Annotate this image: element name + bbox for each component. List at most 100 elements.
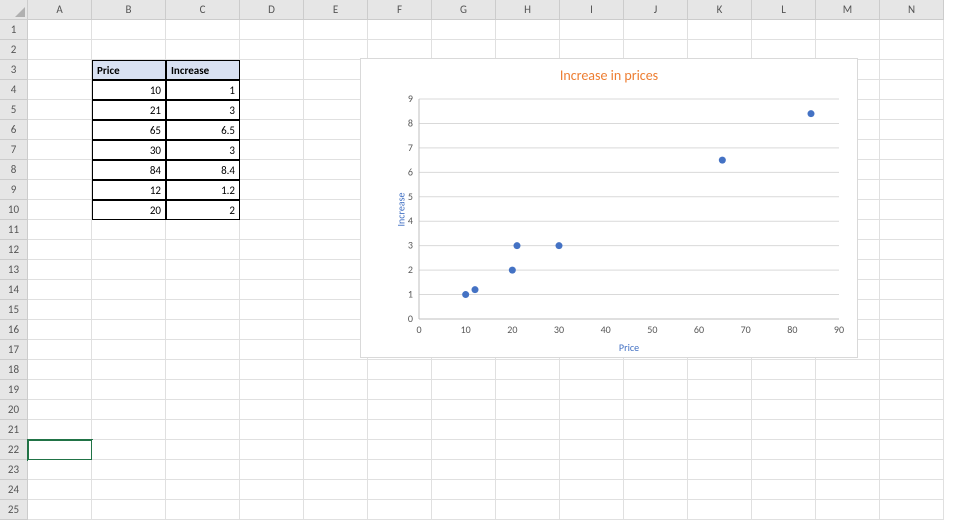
row-header-1[interactable]: 1 <box>0 20 28 40</box>
cell-B21[interactable] <box>92 420 166 440</box>
cell-F19[interactable] <box>368 380 432 400</box>
cell-H1[interactable] <box>496 20 560 40</box>
cell-C24[interactable] <box>166 480 240 500</box>
cell-I25[interactable] <box>560 500 624 520</box>
cell-B8[interactable]: 84 <box>92 160 166 180</box>
cell-N21[interactable] <box>880 420 944 440</box>
cell-N8[interactable] <box>880 160 944 180</box>
cell-H2[interactable] <box>496 40 560 60</box>
cell-A4[interactable] <box>28 80 92 100</box>
cell-K21[interactable] <box>688 420 752 440</box>
cell-E25[interactable] <box>304 500 368 520</box>
cell-I21[interactable] <box>560 420 624 440</box>
cell-K2[interactable] <box>688 40 752 60</box>
row-header-19[interactable]: 19 <box>0 380 28 400</box>
cell-N2[interactable] <box>880 40 944 60</box>
row-header-14[interactable]: 14 <box>0 280 28 300</box>
cell-F25[interactable] <box>368 500 432 520</box>
cell-A1[interactable] <box>28 20 92 40</box>
cell-E14[interactable] <box>304 280 368 300</box>
cell-A25[interactable] <box>28 500 92 520</box>
cell-D14[interactable] <box>240 280 304 300</box>
cell-N10[interactable] <box>880 200 944 220</box>
cell-E15[interactable] <box>304 300 368 320</box>
cell-E3[interactable] <box>304 60 368 80</box>
row-header-10[interactable]: 10 <box>0 200 28 220</box>
cell-B5[interactable]: 21 <box>92 100 166 120</box>
cell-J2[interactable] <box>624 40 688 60</box>
row-header-13[interactable]: 13 <box>0 260 28 280</box>
cell-B14[interactable] <box>92 280 166 300</box>
cell-H18[interactable] <box>496 360 560 380</box>
cell-C8[interactable]: 8.4 <box>166 160 240 180</box>
cell-B7[interactable]: 30 <box>92 140 166 160</box>
row-header-17[interactable]: 17 <box>0 340 28 360</box>
cell-A7[interactable] <box>28 140 92 160</box>
cell-D2[interactable] <box>240 40 304 60</box>
cell-N6[interactable] <box>880 120 944 140</box>
cell-C20[interactable] <box>166 400 240 420</box>
cell-E4[interactable] <box>304 80 368 100</box>
row-header-21[interactable]: 21 <box>0 420 28 440</box>
cell-N1[interactable] <box>880 20 944 40</box>
cell-H19[interactable] <box>496 380 560 400</box>
cell-K20[interactable] <box>688 400 752 420</box>
cell-B1[interactable] <box>92 20 166 40</box>
cell-I2[interactable] <box>560 40 624 60</box>
cell-N18[interactable] <box>880 360 944 380</box>
cell-D11[interactable] <box>240 220 304 240</box>
cell-I24[interactable] <box>560 480 624 500</box>
cell-G2[interactable] <box>432 40 496 60</box>
cell-A21[interactable] <box>28 420 92 440</box>
cell-B4[interactable]: 10 <box>92 80 166 100</box>
cell-N16[interactable] <box>880 320 944 340</box>
cell-E16[interactable] <box>304 320 368 340</box>
cell-G1[interactable] <box>432 20 496 40</box>
cell-N3[interactable] <box>880 60 944 80</box>
cell-B6[interactable]: 65 <box>92 120 166 140</box>
cell-B19[interactable] <box>92 380 166 400</box>
cell-G21[interactable] <box>432 420 496 440</box>
cell-N12[interactable] <box>880 240 944 260</box>
cell-A13[interactable] <box>28 260 92 280</box>
cell-A18[interactable] <box>28 360 92 380</box>
cell-L2[interactable] <box>752 40 816 60</box>
cell-E10[interactable] <box>304 200 368 220</box>
cell-D5[interactable] <box>240 100 304 120</box>
cell-J19[interactable] <box>624 380 688 400</box>
cell-B25[interactable] <box>92 500 166 520</box>
cell-N20[interactable] <box>880 400 944 420</box>
cell-C16[interactable] <box>166 320 240 340</box>
cell-A3[interactable] <box>28 60 92 80</box>
cell-A10[interactable] <box>28 200 92 220</box>
cell-H20[interactable] <box>496 400 560 420</box>
cell-F18[interactable] <box>368 360 432 380</box>
cell-C2[interactable] <box>166 40 240 60</box>
cell-B2[interactable] <box>92 40 166 60</box>
cell-D6[interactable] <box>240 120 304 140</box>
cell-B18[interactable] <box>92 360 166 380</box>
cell-J25[interactable] <box>624 500 688 520</box>
cell-N4[interactable] <box>880 80 944 100</box>
cell-M19[interactable] <box>816 380 880 400</box>
row-header-12[interactable]: 12 <box>0 240 28 260</box>
cell-M24[interactable] <box>816 480 880 500</box>
cell-J18[interactable] <box>624 360 688 380</box>
cell-G20[interactable] <box>432 400 496 420</box>
row-header-20[interactable]: 20 <box>0 400 28 420</box>
cell-H25[interactable] <box>496 500 560 520</box>
cell-E19[interactable] <box>304 380 368 400</box>
row-header-24[interactable]: 24 <box>0 480 28 500</box>
cell-E1[interactable] <box>304 20 368 40</box>
cell-C12[interactable] <box>166 240 240 260</box>
cell-D4[interactable] <box>240 80 304 100</box>
cell-C9[interactable]: 1.2 <box>166 180 240 200</box>
cell-G24[interactable] <box>432 480 496 500</box>
cell-C4[interactable]: 1 <box>166 80 240 100</box>
cell-F23[interactable] <box>368 460 432 480</box>
cell-B15[interactable] <box>92 300 166 320</box>
row-header-3[interactable]: 3 <box>0 60 28 80</box>
cell-B17[interactable] <box>92 340 166 360</box>
cell-A20[interactable] <box>28 400 92 420</box>
cell-D18[interactable] <box>240 360 304 380</box>
